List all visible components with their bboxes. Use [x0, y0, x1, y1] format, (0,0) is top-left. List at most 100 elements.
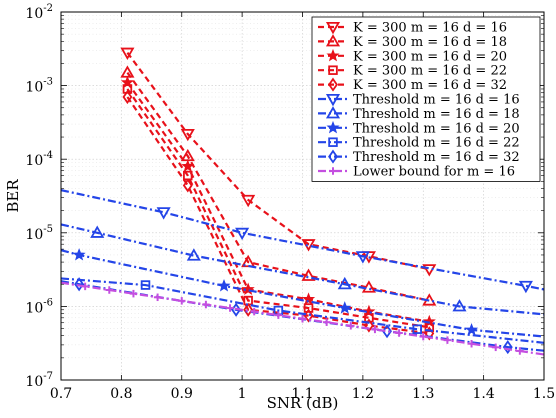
x-tick-label: 1.5 [533, 386, 555, 402]
data-point-marker [303, 303, 314, 313]
y-tick-exponent: -5 [43, 224, 53, 235]
data-point-marker [328, 65, 338, 75]
data-point-marker [518, 280, 533, 294]
x-tick-label: 0.7 [50, 386, 72, 402]
y-tick-label: 10-2 [25, 3, 53, 22]
data-point-marker [298, 314, 307, 323]
data-point-marker [153, 293, 162, 302]
data-point-marker [467, 339, 476, 348]
x-tick-label: 1.3 [412, 386, 434, 402]
data-point-marker [326, 120, 340, 134]
data-point-marker [90, 225, 105, 238]
data-point-marker [156, 207, 171, 220]
x-tick-label: 1.2 [352, 386, 374, 402]
axis-ticks [60, 11, 545, 381]
legend-entry: Threshold m = 16 d = 18 [318, 106, 520, 122]
data-point-marker [491, 343, 500, 352]
legend-entry: K = 300 m = 16 d = 18 [318, 34, 507, 50]
series-11 [60, 281, 545, 356]
data-point-marker [338, 301, 352, 314]
series-layer [60, 47, 545, 356]
legend-label: Lower bound for m = 16 [353, 165, 515, 180]
data-point-marker [241, 194, 256, 208]
data-point-marker [361, 280, 376, 293]
y-tick-exponent: -3 [43, 77, 53, 88]
legend-box [311, 16, 541, 182]
legend-label: Threshold m = 16 d = 22 [353, 136, 520, 151]
data-point-marker [301, 268, 316, 281]
legend-entry: Threshold m = 16 d = 22 [318, 136, 520, 151]
legend-entry: K = 300 m = 16 d = 16 [318, 21, 507, 36]
data-point-marker [322, 318, 331, 326]
y-tick-exponent: -4 [43, 150, 53, 161]
data-point-marker [226, 304, 234, 312]
y-tick-label: 10-5 [25, 224, 53, 243]
data-point-marker [355, 251, 370, 264]
series-line [60, 277, 545, 344]
x-tick-label: 1 [238, 386, 247, 402]
data-point-marker [329, 167, 337, 175]
data-point-marker [325, 21, 341, 35]
series-line [60, 249, 545, 338]
legend-entry: K = 300 m = 16 d = 32 [318, 77, 507, 93]
data-point-marker [395, 329, 403, 337]
data-point-marker [81, 282, 89, 291]
data-point-marker [250, 307, 258, 316]
y-axis-label: BER [4, 179, 22, 213]
data-point-marker [328, 137, 338, 147]
legend-entry: K = 300 m = 16 d = 22 [318, 64, 507, 79]
legend-label: Threshold m = 16 d = 20 [353, 121, 520, 136]
data-point-marker [241, 282, 255, 296]
legend-label: Threshold m = 16 d = 16 [353, 93, 520, 108]
legend-label: Threshold m = 16 d = 18 [353, 107, 520, 122]
data-point-marker [502, 340, 513, 355]
y-tick-exponent: -7 [43, 371, 53, 382]
data-point-marker [180, 128, 195, 142]
y-tick-label: 10-3 [25, 77, 53, 96]
legend-entry: K = 300 m = 16 d = 20 [318, 48, 507, 64]
data-point-marker [347, 322, 355, 330]
legend-entry: Threshold m = 16 d = 32 [318, 149, 520, 165]
data-point-marker [443, 336, 452, 344]
data-point-marker [105, 286, 114, 294]
series-line [60, 223, 545, 316]
data-point-marker [217, 278, 231, 292]
series-line [60, 189, 545, 291]
data-point-marker [328, 149, 338, 164]
series-line [126, 52, 430, 271]
x-axis-label: SNR (dB) [267, 394, 339, 412]
legend-label: Threshold m = 16 d = 32 [353, 150, 520, 165]
data-point-marker [181, 159, 195, 172]
x-tick-label: 1.1 [291, 386, 313, 402]
x-tick-labels: 0.7 0.8 0.9 1 1.1 1.2 1.3 1.4 1.5 [50, 386, 555, 402]
data-point-marker [120, 47, 135, 61]
data-point-marker [243, 302, 254, 317]
series-7 [60, 223, 545, 316]
data-point-marker [140, 280, 151, 290]
data-point-marker [465, 322, 479, 336]
data-point-marker [419, 332, 427, 341]
legend-entry: Threshold m = 16 d = 16 [318, 93, 520, 108]
x-tick-label: 0.9 [171, 386, 193, 402]
data-point-marker [274, 311, 283, 319]
data-point-marker [371, 325, 379, 334]
legend-label: K = 300 m = 16 d = 16 [353, 21, 507, 36]
data-point-marker [120, 65, 135, 78]
data-point-marker [122, 89, 133, 105]
data-point-marker [363, 318, 374, 333]
y-tick-labels: 10-7 10-6 10-5 10-4 10-3 10-2 [25, 3, 53, 390]
y-tick-exponent: -6 [43, 297, 53, 308]
x-tick-label: 1.4 [472, 386, 494, 402]
series-6 [60, 189, 545, 294]
data-point-marker [382, 324, 392, 339]
legend: K = 300 m = 16 d = 16K = 300 m = 16 d = … [311, 16, 541, 182]
y-tick-label: 10-7 [25, 371, 53, 390]
legend-label: K = 300 m = 16 d = 20 [353, 49, 507, 64]
data-point-marker [326, 48, 340, 62]
data-point-marker [74, 277, 85, 292]
data-point-marker [325, 93, 341, 107]
data-point-marker [452, 299, 467, 312]
data-point-marker [129, 289, 138, 298]
data-point-marker [412, 324, 422, 334]
